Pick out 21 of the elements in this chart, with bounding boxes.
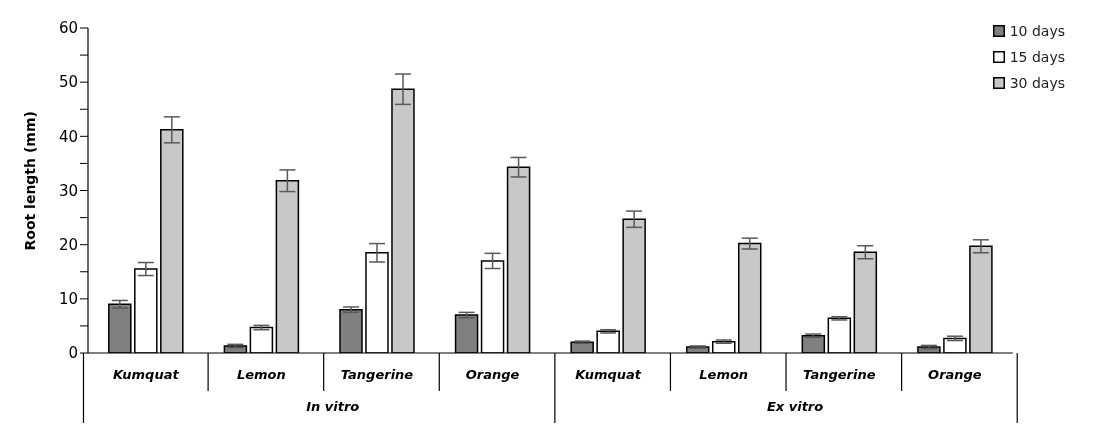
x-tick-label: Kumquat (112, 367, 180, 382)
y-tick-label: 20 (58, 235, 78, 254)
legend-label: 15 days (1009, 49, 1065, 65)
y-tick-label: 50 (58, 73, 78, 92)
x-tick-label: Lemon (236, 367, 286, 382)
x-tick-label: Tangerine (340, 367, 414, 382)
x-tick-label: Kumquat (575, 367, 642, 382)
text: In vitro (306, 399, 360, 414)
x-tick-label: Orange (465, 367, 520, 382)
x-tick-label: Tangerine (803, 367, 876, 382)
text: Ex vitro (766, 399, 824, 414)
x-tick-label: Orange (928, 367, 982, 382)
y-axis-title: Root length (mm) (21, 111, 38, 251)
y-tick-label: 60 (58, 19, 78, 38)
y-tick-label: 10 (58, 290, 78, 309)
legend-label: 10 days (1009, 23, 1065, 39)
legend-label: 30 days (1009, 75, 1065, 91)
y-tick-label: 30 (58, 181, 78, 200)
y-tick-label: 40 (58, 127, 78, 146)
x-tick-label: Lemon (699, 367, 749, 382)
y-tick-label: 0 (68, 344, 78, 363)
